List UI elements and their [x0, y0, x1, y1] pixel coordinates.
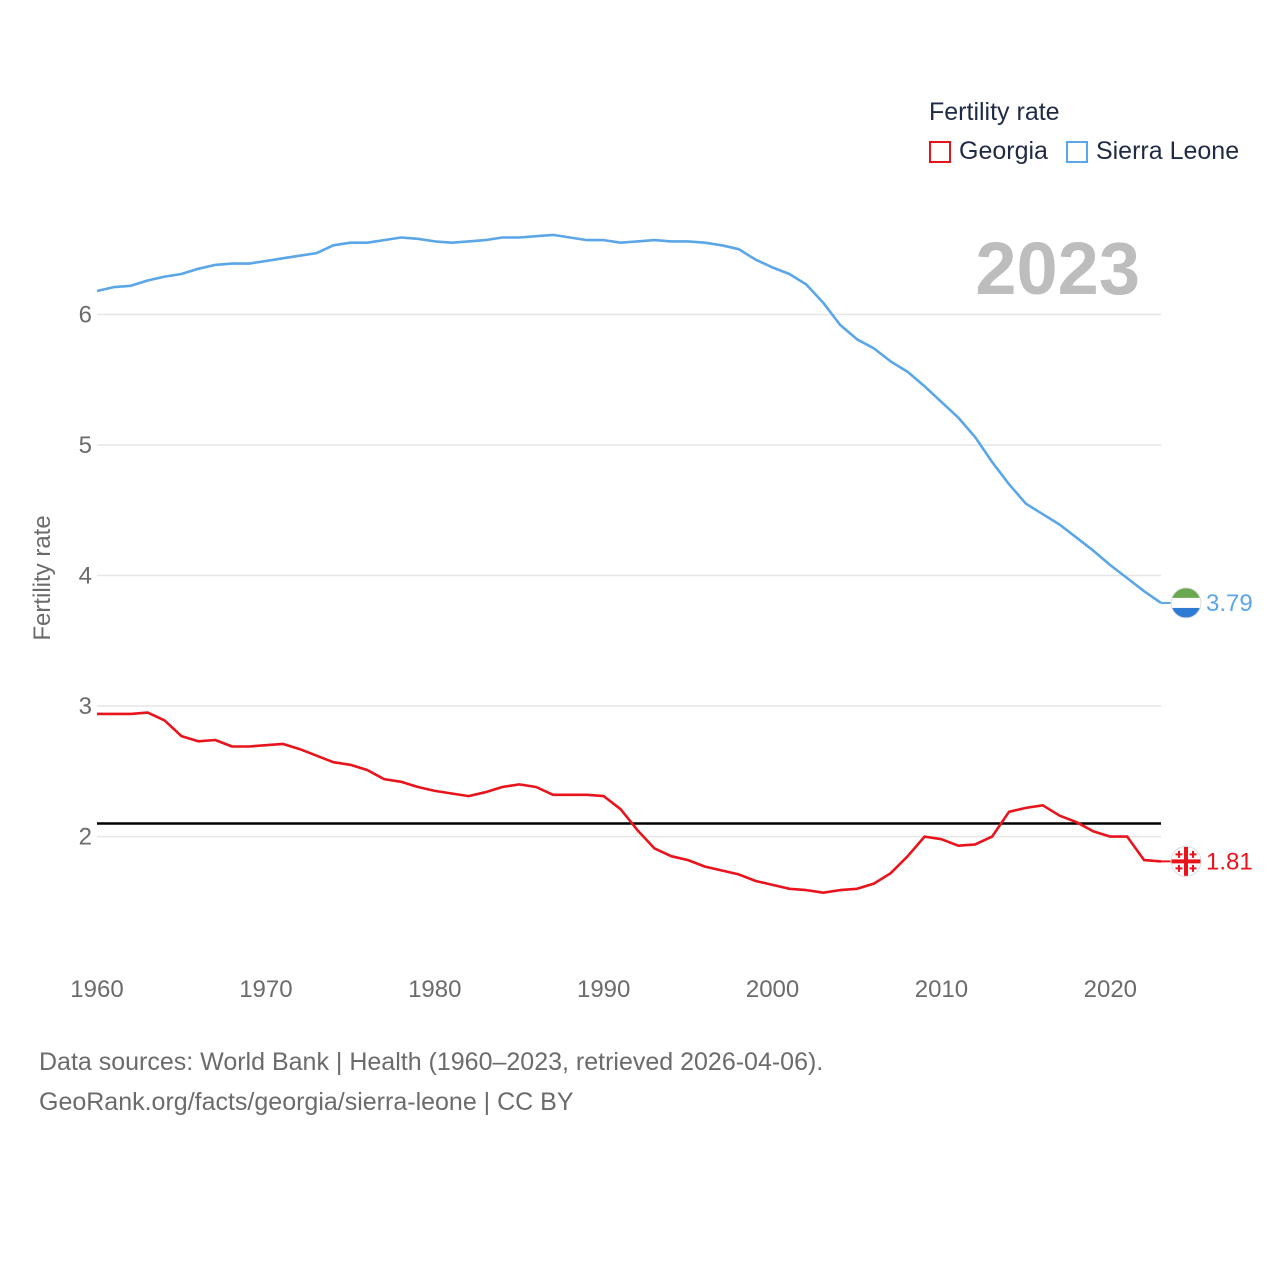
grid-layer [97, 313, 1161, 838]
x-tick-labels: 1960 1970 1980 1990 2000 2010 2020 [70, 976, 1137, 1003]
legend: Fertility rate Georgia Sierra Leone [929, 98, 1257, 166]
end-label-georgia: 1.81 [1206, 848, 1253, 875]
series-layer: 1.81 3.79 [96, 233, 1253, 895]
y-tick-label: 3 [79, 693, 92, 720]
legend-title: Fertility rate [929, 98, 1060, 126]
flag-sierra-leone-icon [1171, 587, 1201, 618]
series-line-sierra-leone [96, 233, 1162, 604]
legend-item-georgia[interactable]: Georgia [929, 137, 1048, 166]
y-tick-label: 6 [79, 301, 92, 328]
sources-line-1: Data sources: World Bank | Health (1960–… [39, 1048, 824, 1076]
y-tick-label: 5 [79, 432, 92, 459]
legend-swatch-georgia [929, 140, 951, 163]
y-axis-title: Fertility rate [29, 515, 56, 640]
legend-item-sierra-leone[interactable]: Sierra Leone [1065, 137, 1240, 166]
legend-swatch-sierra-leone [1065, 140, 1088, 163]
legend-label-georgia: Georgia [959, 137, 1048, 165]
x-tick-label: 1980 [408, 976, 461, 1003]
x-tick-label: 1960 [70, 976, 123, 1003]
end-label-sierra-leone: 3.79 [1206, 590, 1253, 617]
x-tick-label: 1990 [577, 976, 630, 1003]
flag-georgia-icon [1171, 846, 1201, 877]
series-line-georgia [97, 711, 1162, 895]
y-tick-label: 2 [79, 824, 92, 851]
legend-label-sierra-leone: Sierra Leone [1095, 137, 1240, 165]
sources-line-2[interactable]: GeoRank.org/facts/georgia/sierra-leone |… [39, 1088, 574, 1116]
x-tick-label: 2000 [746, 976, 799, 1003]
data-sources: Data sources: World Bank | Health (1960–… [39, 1042, 823, 1122]
x-tick-label: 1970 [239, 976, 292, 1003]
x-tick-label: 2010 [915, 976, 968, 1003]
year-label: 2023 [975, 227, 1140, 310]
x-tick-label: 2020 [1084, 976, 1137, 1003]
flag-layer [1170, 587, 1202, 877]
y-tick-label: 4 [79, 563, 92, 590]
y-tick-labels: 2 3 4 5 6 [79, 301, 92, 850]
